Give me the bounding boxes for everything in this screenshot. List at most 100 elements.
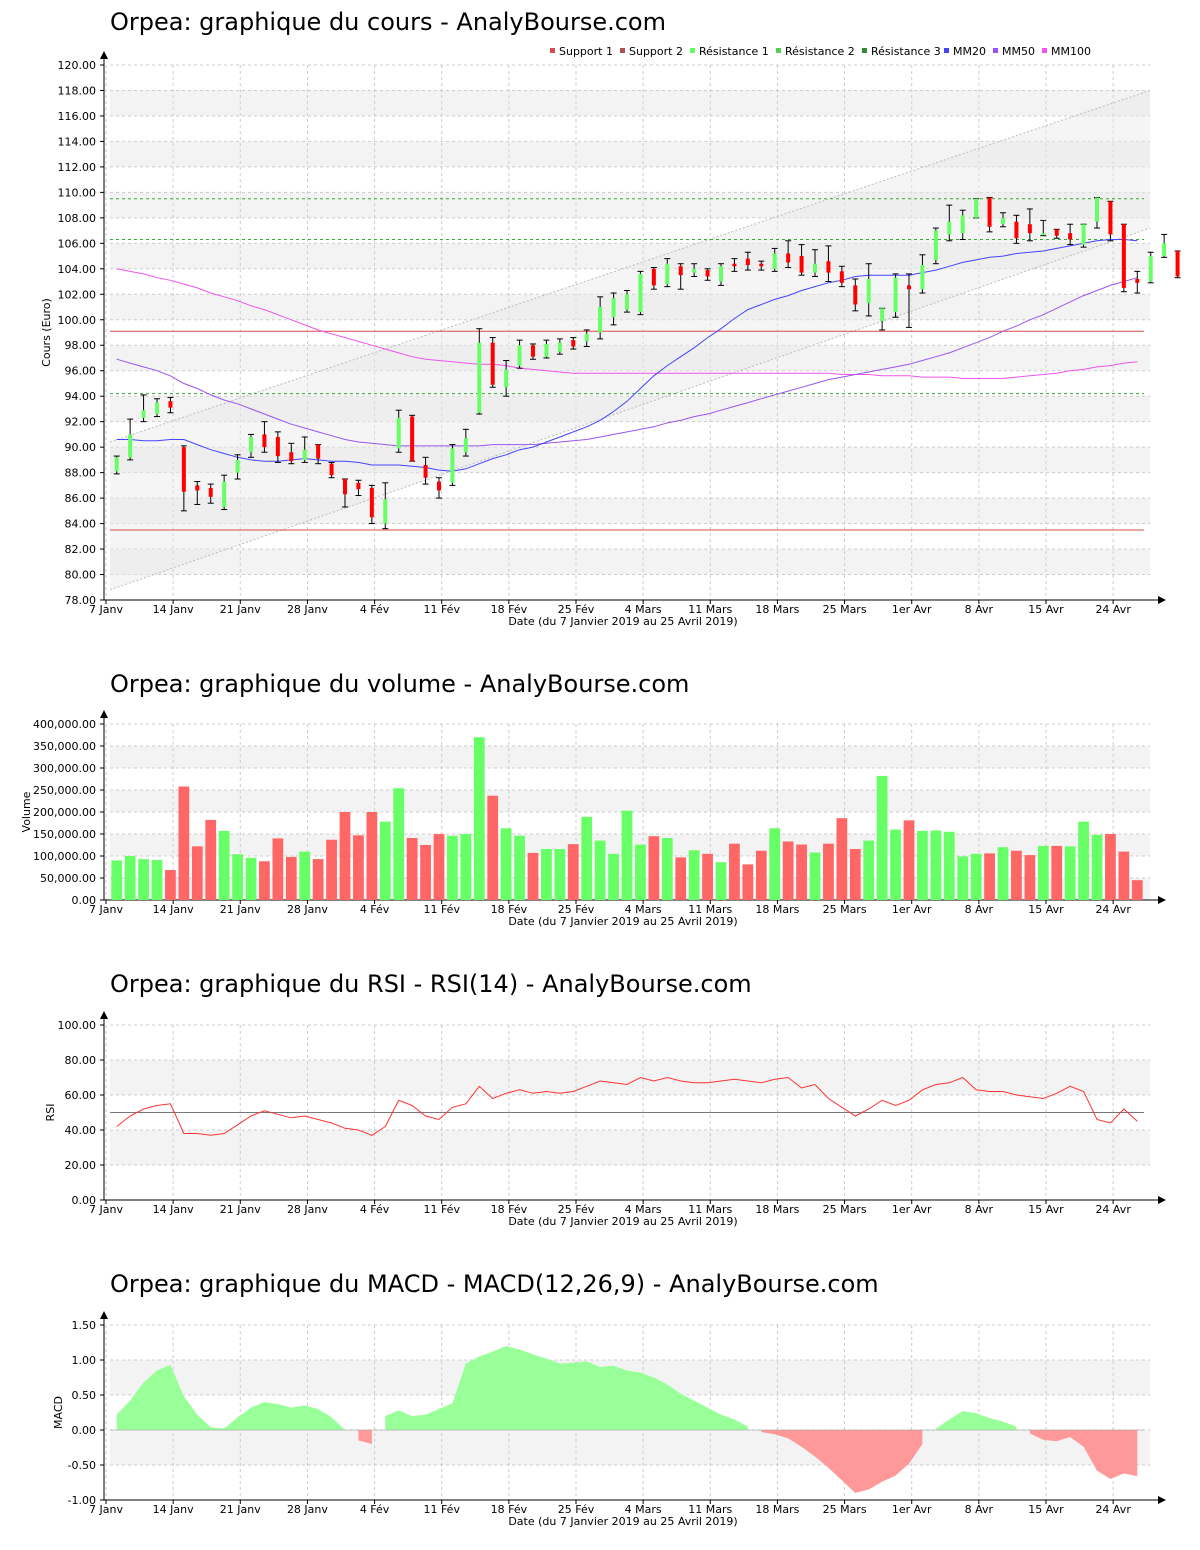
volume-bar	[353, 835, 364, 900]
candle-body	[813, 263, 817, 273]
x-tick-label: 1er Avr	[892, 1503, 932, 1516]
legend-label: MM50	[1002, 45, 1035, 58]
y-tick-label: 98.00	[65, 339, 97, 352]
candle-body	[168, 401, 173, 408]
candle-body	[665, 263, 670, 285]
y-tick-label: 400,000.00	[33, 718, 96, 731]
candle-body	[853, 285, 858, 305]
y-tick-label: 110.00	[58, 186, 97, 199]
candle-body	[544, 343, 549, 357]
x-tick-label: 24 Avr	[1095, 1503, 1131, 1516]
volume-bar	[312, 859, 324, 900]
volume-bar	[339, 812, 351, 900]
rsi-chart-title: Orpea: graphique du RSI - RSI(14) - Anal…	[110, 970, 752, 998]
candle-body	[866, 279, 871, 304]
candle-body	[571, 340, 576, 347]
candle-body	[410, 416, 415, 462]
y-axis-label: RSI	[44, 1104, 57, 1122]
volume-bar	[782, 841, 794, 900]
x-tick-label: 18 Fév	[491, 1503, 528, 1516]
volume-bar	[635, 844, 646, 900]
candle-body	[450, 448, 455, 483]
candle-body	[128, 434, 133, 458]
volume-bar	[917, 830, 928, 900]
volume-bar	[554, 848, 566, 900]
background-band	[110, 90, 1150, 116]
y-tick-label: 94.00	[65, 390, 97, 403]
background-band	[110, 1130, 1150, 1165]
candle-body	[235, 459, 240, 473]
macd-negative-area	[358, 1430, 372, 1444]
x-tick-label: 25 Fév	[558, 1503, 595, 1516]
mm100-line	[116, 268, 1138, 379]
legend-swatch	[862, 48, 867, 53]
x-tick-label: 14 Janv	[153, 903, 194, 916]
channel-lower-line	[109, 227, 1151, 591]
legend-label: Résistance 1	[699, 45, 769, 58]
y-tick-label: 106.00	[58, 237, 97, 250]
y-tick-label: 100,000.00	[33, 850, 96, 863]
volume-bar	[433, 834, 445, 900]
candle-body	[531, 345, 535, 357]
y-tick-label: 0.00	[72, 894, 97, 907]
volume-bar	[890, 829, 901, 900]
candle-body	[1108, 201, 1113, 235]
volume-bar	[581, 816, 593, 900]
volume-bar	[151, 859, 163, 900]
volume-bar	[124, 856, 136, 900]
volume-bar	[366, 812, 378, 900]
y-tick-label: 300,000.00	[33, 762, 96, 775]
volume-bar	[1118, 851, 1130, 900]
x-tick-label: 1er Avr	[892, 903, 932, 916]
macd-positive-area	[935, 1411, 1017, 1430]
volume-bar	[567, 844, 579, 900]
candle-body	[772, 253, 777, 269]
x-tick-label: 11 Mars	[688, 1203, 732, 1216]
price-chart: 120.00 118.00 116.00 114.00 112.00 110.00 108.…	[40, 45, 1181, 628]
candle-body	[289, 452, 294, 462]
x-tick-label: 18 Mars	[755, 1503, 799, 1516]
volume-bar	[500, 828, 512, 900]
x-tick-label: 1er Avr	[892, 1203, 932, 1216]
candle-body	[611, 298, 616, 318]
volume-bar	[178, 786, 190, 900]
y-tick-label: 20.00	[65, 1159, 97, 1172]
candle-body	[249, 436, 253, 453]
x-tick-label: 24 Avr	[1095, 1203, 1131, 1216]
candle-body	[638, 273, 643, 313]
candle-body	[155, 402, 159, 415]
candle-body	[356, 482, 361, 490]
candle-body	[1027, 224, 1032, 234]
x-axis-label: Date (du 7 Janvier 2019 au 25 Avril 2019…	[508, 1215, 737, 1228]
x-tick-label: 21 Janv	[220, 603, 261, 616]
volume-bar	[594, 840, 606, 900]
volume-bar	[943, 831, 955, 900]
x-tick-label: 11 Fév	[423, 603, 460, 616]
x-tick-label: 1er Avr	[892, 603, 932, 616]
background-band	[110, 549, 1150, 575]
x-tick-label: 4 Mars	[625, 603, 662, 616]
x-tick-label: 24 Avr	[1095, 903, 1131, 916]
volume-bar	[514, 835, 525, 900]
candle-body	[557, 342, 562, 352]
x-tick-label: 18 Fév	[491, 903, 528, 916]
x-tick-label: 25 Fév	[558, 903, 595, 916]
volume-chart: 400,000.00 350,000.00 300,000.00 250,000.00…	[20, 710, 1166, 928]
volume-bar	[755, 850, 767, 900]
volume-bar	[997, 847, 1009, 900]
x-tick-label: 25 Mars	[823, 1503, 867, 1516]
candle-body	[1081, 224, 1086, 245]
background-band	[110, 396, 1150, 422]
x-tick-label: 7 Janv	[89, 603, 123, 616]
legend-label: Résistance 2	[785, 45, 855, 58]
background-band	[110, 790, 1150, 812]
legend-label: Support 1	[559, 45, 613, 58]
legend-swatch	[993, 48, 998, 53]
x-tick-label: 18 Fév	[491, 1203, 528, 1216]
volume-bar	[836, 818, 848, 900]
legend-swatch	[776, 48, 781, 53]
volume-panel: Orpea: graphique du volume - AnalyBourse…	[0, 640, 1200, 940]
candle-body	[933, 230, 938, 260]
candle-body	[920, 264, 925, 290]
volume-bar	[393, 788, 405, 900]
